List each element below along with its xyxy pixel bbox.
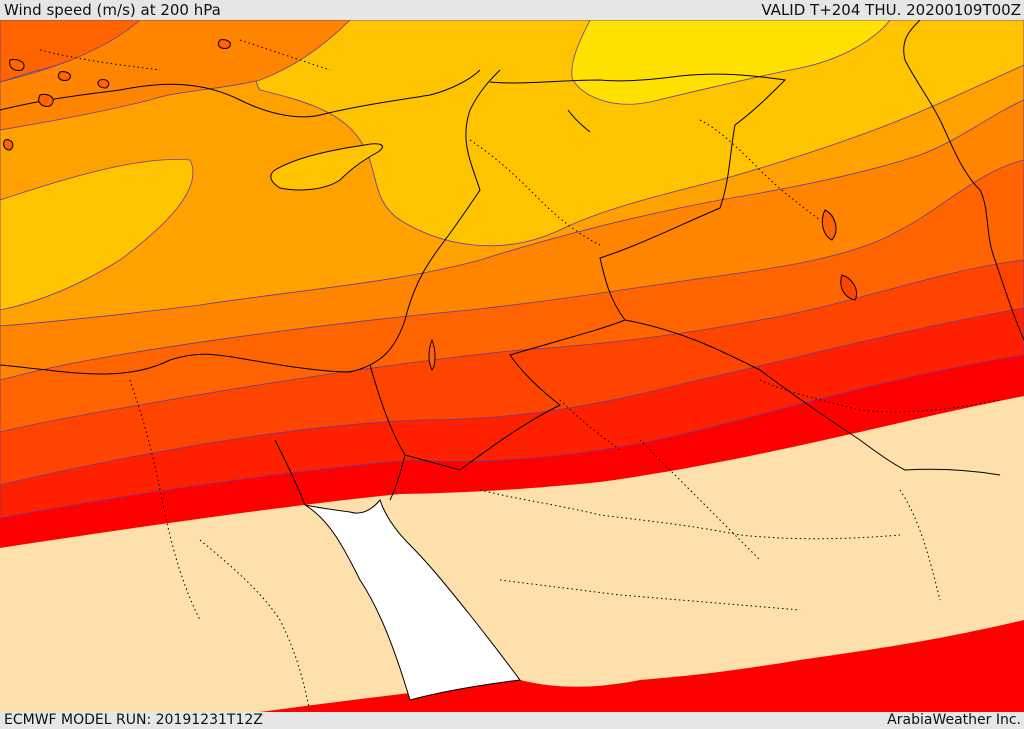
- cyprus: [270, 143, 383, 191]
- map-header: Wind speed (m/s) at 200 hPa VALID T+204 …: [0, 0, 1024, 20]
- model-run: ECMWF MODEL RUN: 20191231T12Z: [4, 712, 263, 728]
- map-footer: ECMWF MODEL RUN: 20191231T12Z ArabiaWeat…: [0, 712, 1024, 729]
- lake-assad: [567, 109, 591, 133]
- valid-time: VALID T+204 THU. 20200109T00Z: [761, 1, 1021, 19]
- band-yellow: [571, 20, 891, 105]
- gulf-of-aqaba: [389, 454, 406, 501]
- borders: [369, 20, 1001, 476]
- map-canvas: [0, 20, 1024, 712]
- lake-iraq-2: [840, 274, 857, 301]
- band-west-tongue: [0, 158, 194, 311]
- wind-speed-map: [0, 20, 1024, 712]
- gulf-of-suez: [274, 439, 306, 506]
- band-yellow-orange: [255, 20, 1024, 247]
- dead-sea: [428, 338, 436, 371]
- coastline-mediterranean: [0, 69, 501, 375]
- credit: ArabiaWeather Inc.: [887, 712, 1021, 728]
- red-sea: [304, 498, 521, 701]
- coastline-turkey: [0, 69, 481, 118]
- admin-boundaries: [39, 39, 1001, 712]
- lake-iraq: [821, 209, 837, 241]
- map-title: Wind speed (m/s) at 200 hPa: [4, 1, 221, 19]
- coastline-gulf: [939, 119, 1024, 341]
- aegean-islands: [3, 39, 231, 151]
